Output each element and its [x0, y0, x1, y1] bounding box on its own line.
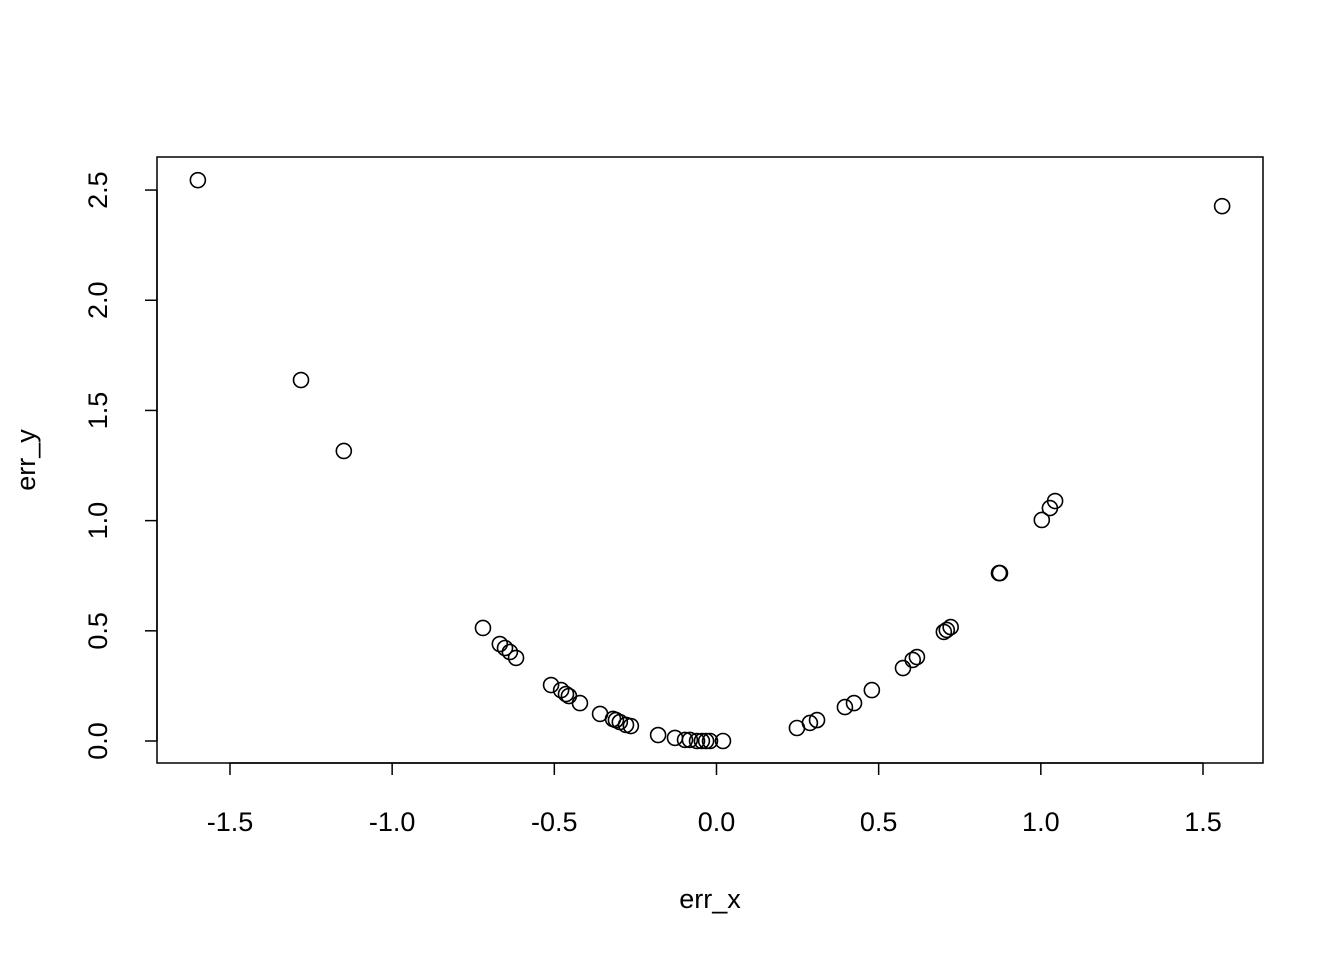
point: [863, 681, 881, 699]
plot-box: [156, 156, 1264, 764]
point: [714, 732, 732, 750]
x-tick-label: 1.5: [1184, 807, 1222, 837]
point: [1033, 511, 1051, 529]
point: [474, 619, 492, 637]
point: [1213, 197, 1231, 215]
point: [542, 676, 560, 694]
point: [845, 694, 863, 712]
point: [496, 639, 514, 657]
x-tick-label: -1.0: [369, 807, 416, 837]
point: [688, 732, 706, 750]
point: [649, 726, 667, 744]
y-axis-label: err_y: [11, 429, 41, 491]
point: [808, 711, 826, 729]
point: [681, 731, 699, 749]
point: [1046, 492, 1064, 510]
point: [189, 171, 207, 189]
x-axis-label: err_x: [679, 884, 741, 914]
point: [666, 729, 684, 747]
x-tick-label: 0.5: [860, 807, 898, 837]
point: [292, 371, 310, 389]
point: [557, 685, 575, 703]
x-tick-label: -0.5: [531, 807, 578, 837]
point: [894, 659, 912, 677]
y-tick-label: 0.0: [83, 722, 113, 760]
point: [836, 698, 854, 716]
point: [908, 648, 926, 666]
point: [801, 714, 819, 732]
point: [507, 649, 525, 667]
y-tick-label: 2.0: [83, 281, 113, 319]
point: [697, 732, 715, 750]
x-tick-label: 0.0: [698, 807, 736, 837]
y-tick-label: 2.5: [83, 171, 113, 209]
x-tick-label: 1.0: [1022, 807, 1060, 837]
point: [701, 732, 719, 750]
point: [938, 621, 956, 639]
y-tick-label: 1.5: [83, 392, 113, 430]
point: [571, 694, 589, 712]
point: [904, 651, 922, 669]
point: [991, 564, 1009, 582]
y-tick-label: 0.5: [83, 612, 113, 650]
point: [676, 731, 694, 749]
point: [335, 442, 353, 460]
point: [491, 635, 509, 653]
point: [942, 618, 959, 636]
point: [622, 717, 640, 735]
x-tick-label: -1.5: [207, 807, 254, 837]
point: [501, 643, 519, 661]
y-tick-label: 1.0: [83, 502, 113, 540]
point: [693, 732, 711, 750]
